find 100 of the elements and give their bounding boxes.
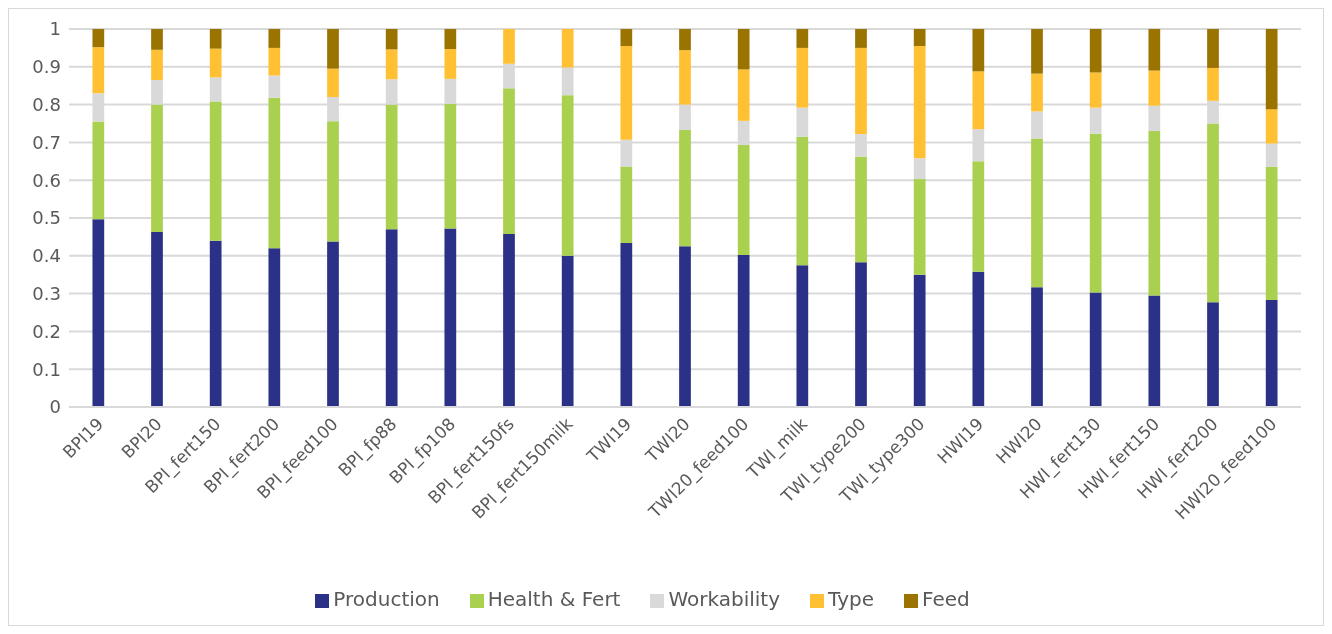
bar — [620, 166, 633, 243]
bar — [503, 233, 515, 407]
bar — [1265, 166, 1278, 301]
bar — [444, 49, 457, 79]
bar — [796, 265, 809, 407]
bar — [268, 29, 281, 48]
bar — [972, 29, 985, 72]
bar — [1207, 29, 1219, 68]
y-tick-label: 0.6 — [32, 169, 61, 191]
bar — [796, 29, 809, 48]
y-tick-label: 0.7 — [32, 131, 61, 153]
bar — [561, 95, 574, 256]
bar — [151, 49, 163, 81]
bar — [1207, 67, 1219, 101]
bar — [796, 47, 809, 108]
legend-label: Workability — [668, 587, 781, 611]
bar — [679, 50, 691, 105]
bar — [268, 47, 281, 76]
bar — [1265, 109, 1278, 144]
bar — [209, 29, 222, 49]
bar — [1089, 29, 1102, 73]
bar — [972, 271, 985, 407]
bar — [327, 121, 339, 242]
bar — [385, 229, 398, 407]
bar — [1089, 292, 1102, 407]
bar — [209, 240, 222, 407]
legend-label: Type — [828, 587, 874, 611]
bar — [151, 231, 163, 407]
bar — [1265, 143, 1278, 167]
bar — [209, 77, 222, 102]
bar — [913, 179, 926, 275]
bar — [444, 103, 457, 229]
bar — [796, 136, 809, 266]
bar — [1148, 295, 1161, 407]
y-tick-label: 0.1 — [32, 358, 61, 380]
bar — [855, 29, 867, 48]
bar — [1265, 300, 1278, 407]
bar — [385, 49, 398, 80]
bar — [1031, 73, 1043, 112]
bar — [209, 48, 222, 78]
bar — [855, 47, 867, 135]
bar — [92, 219, 105, 407]
bar — [1031, 29, 1043, 74]
bar — [1148, 105, 1161, 132]
bar — [620, 29, 633, 47]
bar — [444, 228, 457, 407]
y-tick-label: 0.2 — [32, 320, 61, 342]
bar — [1265, 29, 1278, 110]
bar — [679, 246, 691, 407]
bar — [913, 274, 926, 407]
bar — [503, 29, 515, 64]
bar — [444, 29, 457, 50]
bar — [620, 46, 633, 140]
bar — [1148, 29, 1161, 71]
bar — [151, 104, 163, 232]
legend-label: Feed — [921, 587, 970, 611]
bar — [1031, 287, 1043, 407]
bar — [561, 29, 574, 68]
bar — [1148, 70, 1161, 106]
bar — [385, 29, 398, 50]
bar — [679, 29, 691, 51]
bar — [327, 29, 339, 69]
bar — [92, 121, 105, 220]
bar — [737, 255, 750, 407]
bar — [1207, 302, 1219, 407]
bar — [737, 145, 750, 256]
bar — [679, 129, 691, 247]
bar — [1148, 131, 1161, 296]
bar — [92, 47, 105, 94]
bar — [620, 242, 633, 407]
bar — [855, 156, 867, 263]
legend-label: Production — [333, 587, 440, 611]
bar — [561, 67, 574, 96]
y-tick-label: 1 — [49, 18, 61, 40]
bar — [444, 78, 457, 104]
y-tick-label: 0.9 — [32, 56, 61, 78]
bar — [92, 29, 105, 48]
bar — [737, 29, 750, 70]
bar — [972, 161, 985, 272]
bar — [913, 158, 926, 180]
bar — [855, 262, 867, 407]
bar — [268, 97, 281, 249]
y-tick-label: 0.3 — [32, 282, 61, 304]
bar — [561, 255, 574, 407]
bar — [503, 88, 515, 234]
bar — [268, 75, 281, 98]
y-tick-label: 0.5 — [32, 207, 61, 229]
bar — [1207, 123, 1219, 303]
bar — [913, 29, 926, 47]
bar — [1089, 72, 1102, 108]
bar — [1031, 111, 1043, 139]
bar — [268, 248, 281, 407]
y-tick-label: 0.4 — [32, 245, 61, 267]
bar — [913, 46, 926, 159]
bar — [327, 68, 339, 98]
y-tick-label: 0.8 — [32, 93, 61, 115]
bar — [1031, 138, 1043, 288]
legend-label: Health & Fert — [487, 587, 621, 611]
bar — [151, 29, 163, 50]
bar — [737, 69, 750, 121]
